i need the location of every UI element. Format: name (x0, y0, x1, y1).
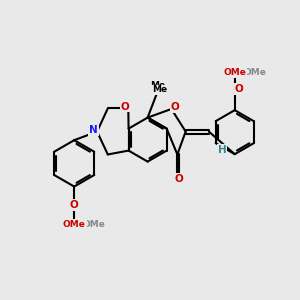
Text: OMe: OMe (223, 68, 246, 76)
Text: OMe: OMe (82, 220, 105, 230)
Text: OMe: OMe (243, 68, 266, 76)
Text: OMe: OMe (63, 220, 85, 230)
Text: Me: Me (150, 81, 165, 90)
Text: Me: Me (152, 85, 167, 94)
Text: H: H (218, 145, 226, 155)
Text: O: O (175, 174, 184, 184)
Text: O: O (120, 102, 129, 112)
Text: O: O (235, 84, 243, 94)
Text: O: O (171, 102, 179, 112)
Text: O: O (70, 200, 79, 210)
Text: N: N (89, 125, 98, 135)
